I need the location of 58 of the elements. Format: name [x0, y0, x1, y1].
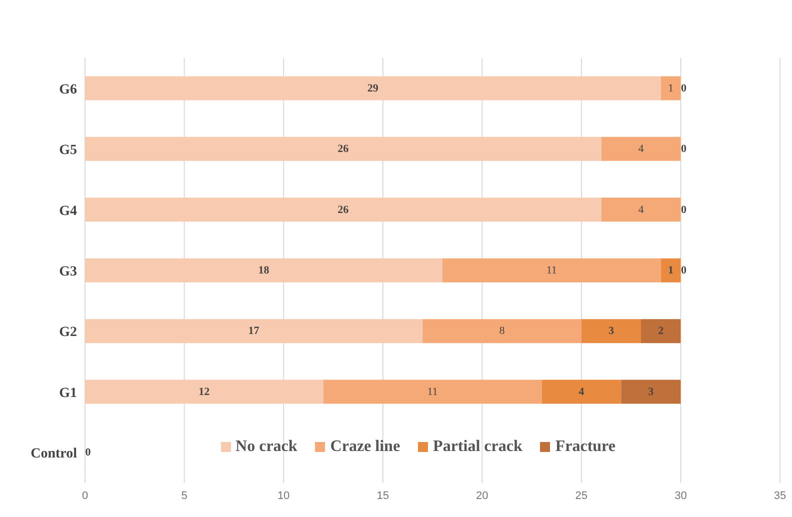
y-tick-label: Control	[30, 446, 78, 462]
data-label: 12	[198, 386, 210, 398]
data-label: 4	[638, 143, 644, 156]
legend-label: Fracture	[554, 438, 616, 456]
x-tick-label: 15	[376, 490, 389, 502]
data-label: 8	[499, 325, 506, 338]
legend-label: No crack	[234, 438, 298, 456]
data-label: 3	[608, 325, 614, 338]
data-label: 26	[338, 143, 350, 156]
data-label: 0	[85, 446, 92, 459]
x-tick-label: 35	[774, 490, 786, 502]
bar	[85, 258, 442, 282]
bar	[85, 319, 423, 344]
data-label: 4	[638, 204, 644, 216]
data-label: 0	[680, 204, 687, 216]
bar	[581, 319, 641, 344]
bar	[601, 136, 681, 161]
y-tick-label: G2	[59, 325, 77, 340]
y-tick-label: G1	[59, 386, 77, 401]
legend-label: Partial crack	[432, 438, 522, 456]
x-tick-label: 10	[277, 490, 290, 502]
data-label: 11	[427, 386, 438, 398]
data-label: 26	[338, 204, 350, 216]
data-label: 1	[668, 264, 674, 276]
data-label: 0	[680, 264, 687, 276]
bar	[621, 380, 681, 404]
bar	[601, 198, 681, 222]
x-tick-label: 0	[82, 490, 88, 502]
y-tick-label: G4	[59, 204, 77, 219]
bar	[85, 136, 602, 161]
bar	[542, 380, 622, 404]
y-tick-label: G3	[59, 264, 77, 280]
bar	[660, 258, 681, 282]
data-label: 4	[578, 386, 585, 398]
bar	[323, 380, 542, 404]
data-label: 0	[680, 82, 687, 94]
x-tick-label: 5	[181, 490, 188, 502]
data-label: 1	[668, 82, 674, 94]
bar	[85, 380, 324, 404]
bar	[442, 258, 661, 282]
x-tick-label: 20	[476, 490, 488, 502]
data-label: 18	[258, 264, 270, 276]
bar	[422, 319, 582, 344]
data-label: 29	[367, 82, 379, 94]
bar	[85, 76, 661, 100]
bar	[660, 76, 681, 100]
legend-label: Craze line	[329, 438, 400, 456]
x-tick-label: 30	[674, 490, 687, 502]
x-tick-label: 25	[575, 490, 588, 502]
bar	[85, 198, 602, 222]
data-label: 2	[658, 325, 664, 338]
data-label: 0	[680, 143, 687, 156]
data-label: 11	[546, 264, 557, 276]
data-label: 17	[248, 325, 260, 338]
bar	[641, 319, 681, 344]
data-label: 3	[648, 386, 654, 398]
y-tick-label: G5	[59, 143, 77, 158]
y-tick-label: G6	[59, 82, 77, 98]
